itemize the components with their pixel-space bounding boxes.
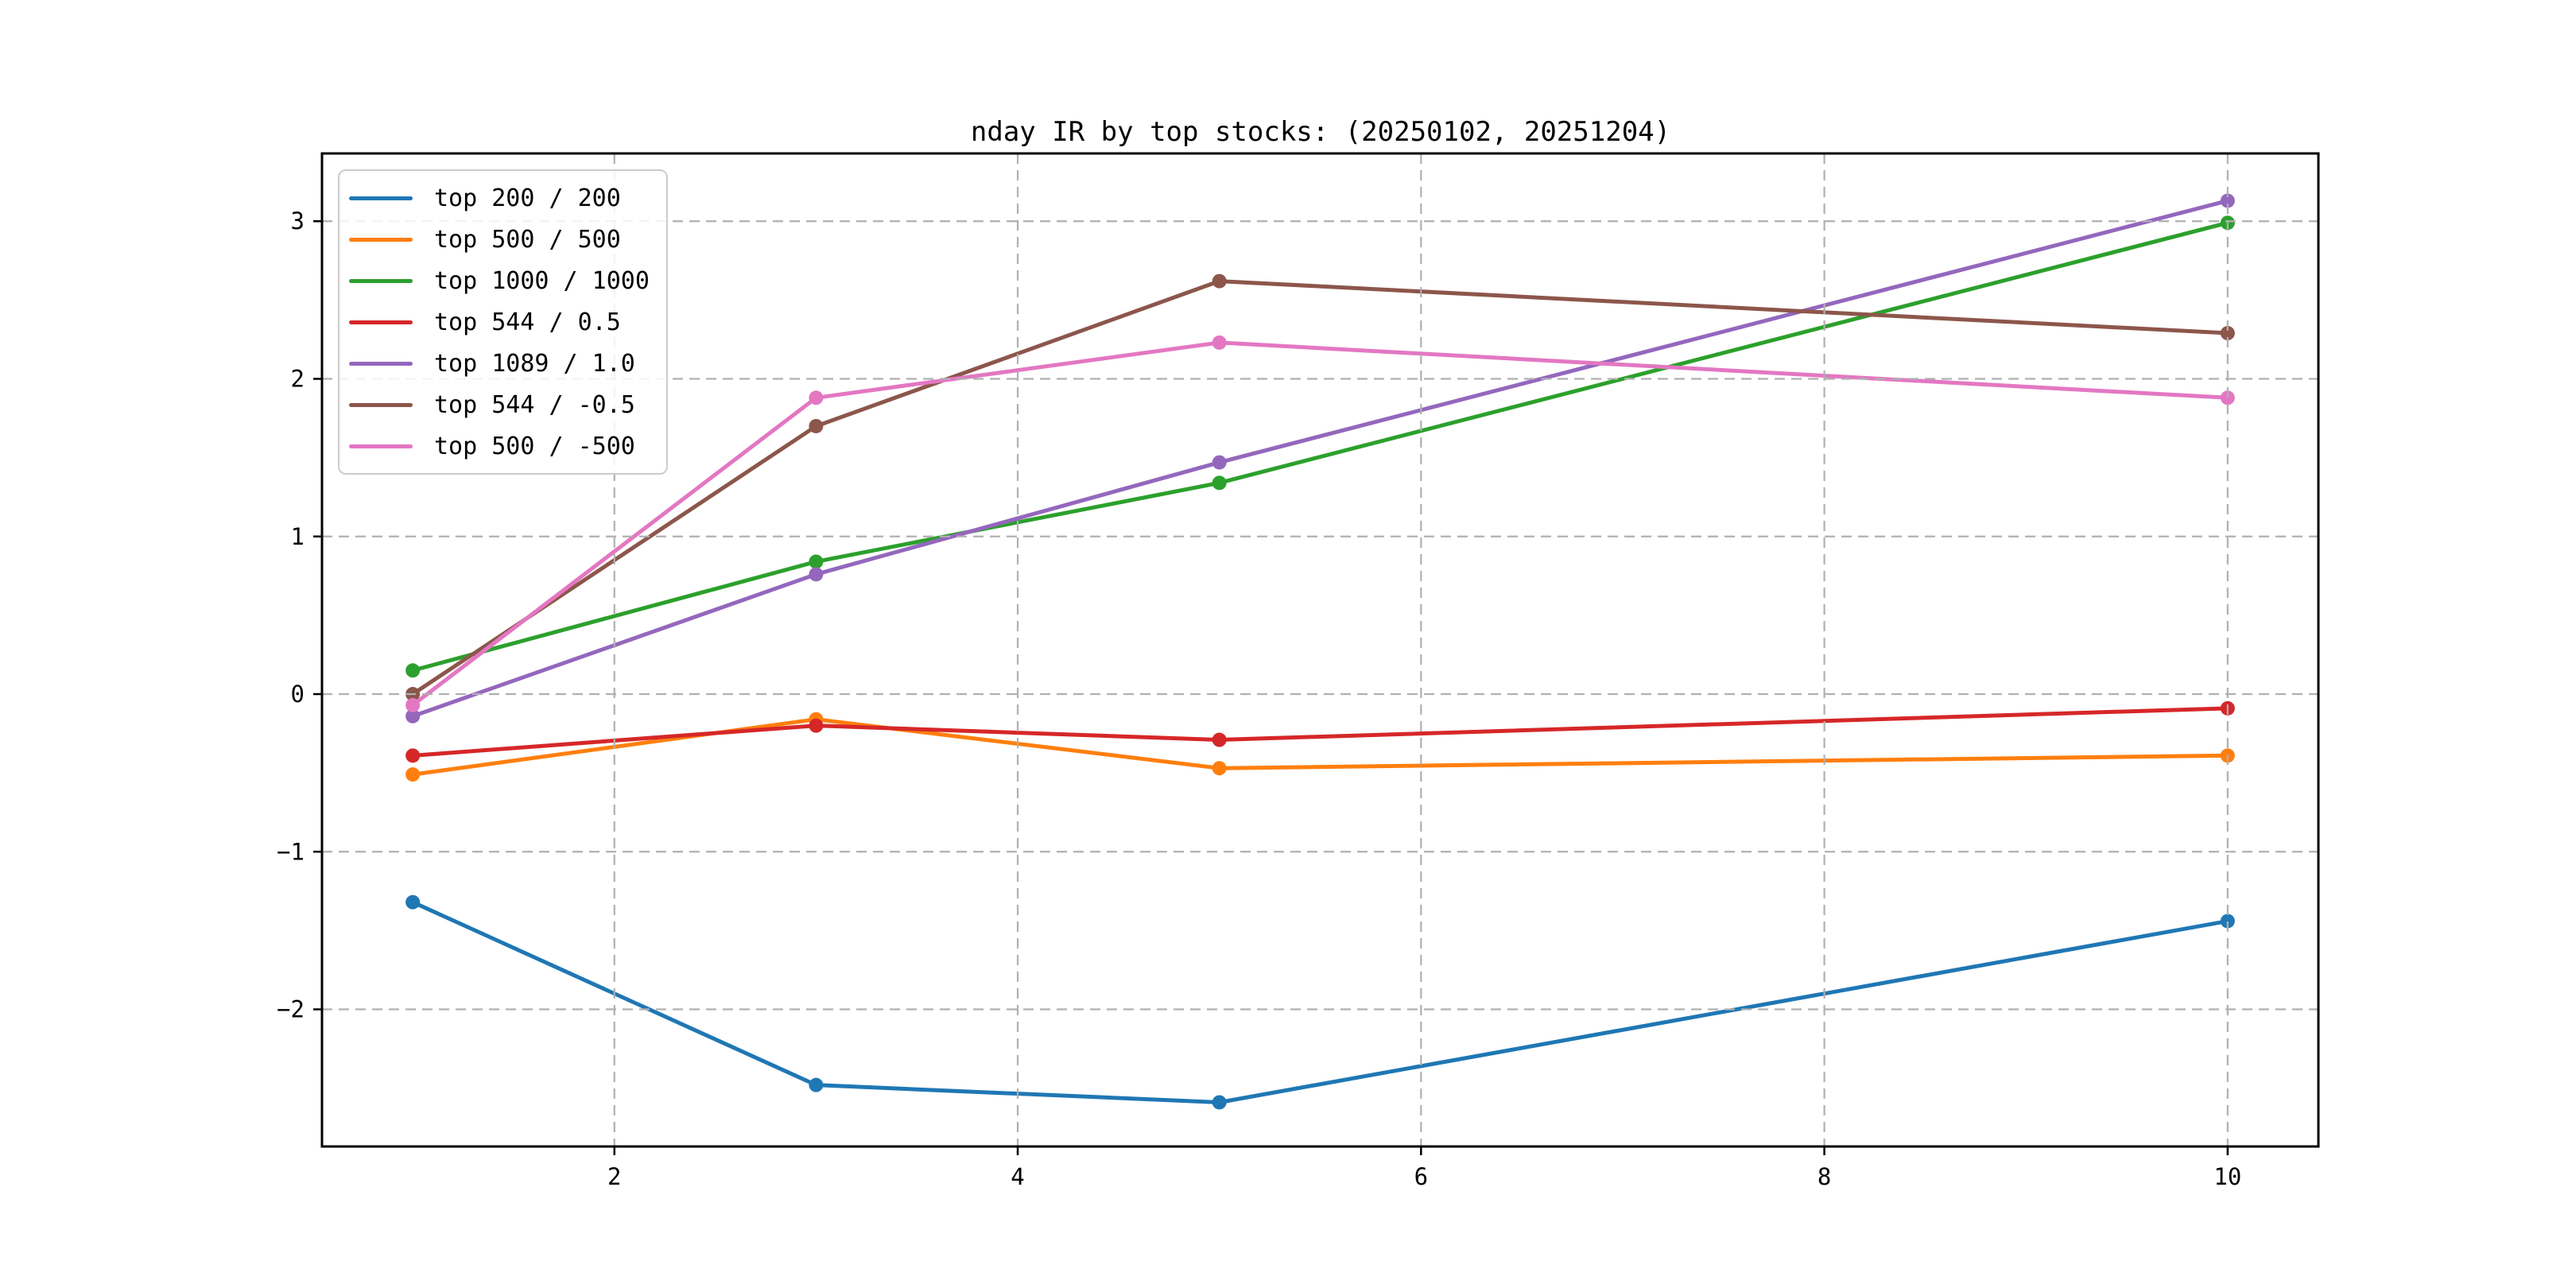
series-marker-3 <box>405 748 421 763</box>
series-marker-0 <box>2220 914 2235 929</box>
series-marker-0 <box>809 1077 824 1092</box>
legend-label: top 500 / 500 <box>434 225 621 254</box>
x-tick-label: 10 <box>2213 1163 2241 1190</box>
series-marker-2 <box>405 663 421 678</box>
legend-line-swatch <box>349 361 413 366</box>
legend-line-swatch <box>349 402 413 407</box>
series-line-6 <box>410 340 2230 708</box>
series-line-3 <box>410 706 2230 758</box>
series-marker-5 <box>809 418 824 433</box>
y-tick-label: 2 <box>291 366 305 393</box>
y-tick-label: 0 <box>291 681 305 708</box>
series-marker-4 <box>1212 455 1227 470</box>
legend-line-swatch <box>349 320 413 324</box>
legend-line-swatch <box>349 278 413 283</box>
series-marker-1 <box>405 767 421 782</box>
legend-item: top 1000 / 1000 <box>349 260 658 301</box>
series-marker-3 <box>809 718 824 733</box>
series-marker-6 <box>405 697 421 712</box>
legend-item: top 544 / 0.5 <box>349 301 658 343</box>
series-marker-6 <box>809 390 824 405</box>
legend-line-swatch <box>349 444 413 448</box>
legend: top 200 / 200 top 500 / 500 top 1000 / 100… <box>338 169 668 475</box>
legend-label: top 544 / 0.5 <box>434 308 621 336</box>
chart-title: nday IR by top stocks: (20250102, 202512… <box>970 116 1671 148</box>
series-line-5 <box>410 279 2230 696</box>
axes-spines <box>320 152 2320 1148</box>
series-marker-4 <box>2220 193 2235 208</box>
series-line-1 <box>410 717 2230 777</box>
legend-label: top 500 / -500 <box>434 432 635 460</box>
y-tick-label: −1 <box>277 838 305 865</box>
series-marker-1 <box>1212 761 1227 776</box>
x-tick-label: 2 <box>607 1163 621 1190</box>
x-tick-label: 6 <box>1414 1163 1428 1190</box>
series-marker-3 <box>1212 732 1227 747</box>
series-marker-0 <box>405 894 421 910</box>
series-line-2 <box>410 220 2230 673</box>
legend-item: top 544 / -0.5 <box>349 384 658 425</box>
x-tick-label: 8 <box>1818 1163 1831 1190</box>
series-marker-6 <box>1212 335 1227 350</box>
series-marker-4 <box>809 567 824 582</box>
legend-item: top 200 / 200 <box>349 177 658 219</box>
legend-item: top 1089 / 1.0 <box>349 343 658 384</box>
series-line-0 <box>410 900 2230 1104</box>
x-tick-label: 4 <box>1011 1163 1024 1190</box>
legend-item: top 500 / -500 <box>349 425 658 467</box>
legend-line-swatch <box>349 196 413 200</box>
series-marker-2 <box>1212 475 1227 491</box>
legend-label: top 544 / -0.5 <box>434 390 635 419</box>
legend-label: top 200 / 200 <box>434 184 621 212</box>
legend-label: top 1000 / 1000 <box>434 266 650 295</box>
series-marker-4 <box>405 708 421 724</box>
series-marker-2 <box>809 554 824 569</box>
series-marker-0 <box>1212 1095 1227 1110</box>
y-tick-label: 3 <box>291 208 305 235</box>
legend-line-swatch <box>349 237 413 242</box>
legend-label: top 1089 / 1.0 <box>434 349 635 378</box>
y-tick-label: 1 <box>291 523 305 550</box>
series-marker-5 <box>1212 274 1227 289</box>
legend-item: top 500 / 500 <box>349 219 658 260</box>
series-marker-6 <box>2220 390 2235 405</box>
y-tick-label: −2 <box>277 996 305 1023</box>
series-marker-5 <box>2220 326 2235 341</box>
